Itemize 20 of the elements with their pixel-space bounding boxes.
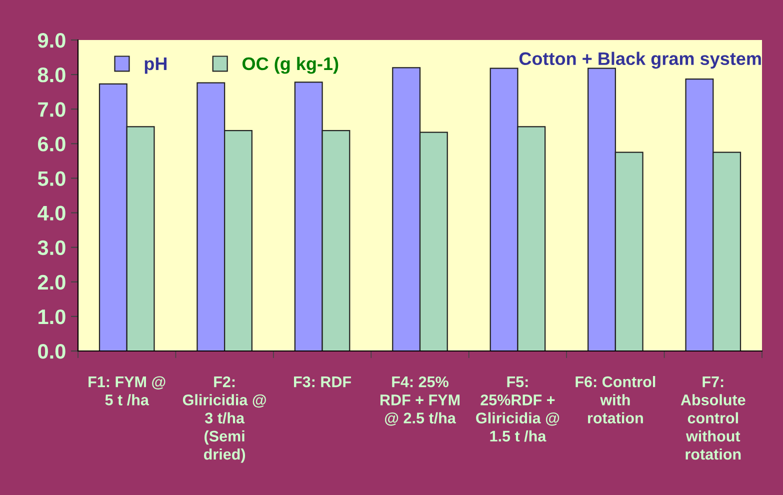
text: Cotton + Black gram system bbox=[519, 52, 761, 69]
x-tick-label: F6: Control with rotation bbox=[576, 376, 656, 424]
y-tick-label: 4.0 bbox=[38, 206, 66, 221]
legend-label: pH bbox=[144, 58, 167, 74]
y-tick-label: 7.0 bbox=[38, 102, 66, 117]
x-tick-label: F1: FYM @ 5 t /ha bbox=[88, 376, 166, 406]
y-tick-label: 9.0 bbox=[38, 33, 66, 48]
x-tick-label: F5: 25%RDF + Gliricidia @ 1.5 t /ha bbox=[476, 376, 560, 442]
x-tick-label: F7: Absolute control without rotation bbox=[680, 376, 746, 460]
y-tick-label: 6.0 bbox=[38, 136, 66, 152]
x-tick-label: F3: RDF bbox=[294, 376, 352, 388]
y-tick-label: 5.0 bbox=[38, 171, 66, 186]
y-tick-label: 2.0 bbox=[38, 274, 66, 290]
y-tick-label: 1.0 bbox=[38, 309, 66, 324]
y-tick-label: 3.0 bbox=[38, 240, 66, 256]
x-tick-label: F2: Gliricidia @ 3 t/ha (Semi dried) bbox=[182, 376, 266, 463]
legend-label: OC (g kg-1) bbox=[242, 56, 338, 74]
x-tick-label: F4: 25% RDF + FYM @ 2.5 t/ha bbox=[380, 376, 460, 426]
y-tick-label: 8.0 bbox=[38, 68, 66, 82]
y-tick-label: 0.0 bbox=[38, 344, 66, 359]
